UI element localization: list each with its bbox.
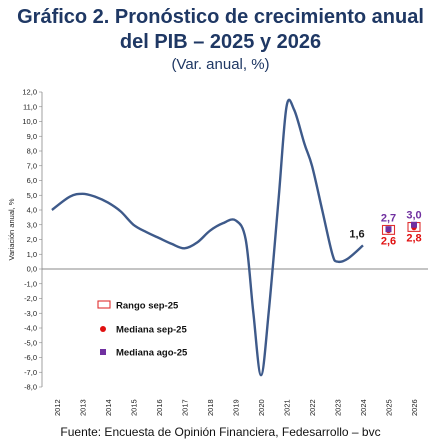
legend-label: Mediana ago-25 xyxy=(116,348,188,359)
forecast-median-ago-2026 xyxy=(411,221,417,228)
y-tick-label: 6,0 xyxy=(27,176,37,185)
pib-series-line xyxy=(51,98,364,377)
data-label-2024: 1,6 xyxy=(349,228,364,240)
x-tick-label: 2016 xyxy=(155,399,164,416)
y-tick-label: 0,0 xyxy=(27,265,37,274)
forecast-median-ago-2025 xyxy=(385,226,392,233)
x-tick-label: 2024 xyxy=(359,399,368,416)
x-tick-label: 2019 xyxy=(232,399,241,416)
y-axis-title: Variación anual, % xyxy=(7,198,16,260)
forecast-label-bottom-2025: 2,6 xyxy=(381,235,396,247)
y-tick-label: -7,0 xyxy=(24,368,37,377)
y-tick-label: 4,0 xyxy=(27,206,37,215)
y-tick-label: 9,0 xyxy=(27,132,37,141)
chart-subtitle: (Var. anual, %) xyxy=(171,56,270,73)
y-tick-label: 12,0 xyxy=(22,88,37,97)
x-tick-label: 2020 xyxy=(257,399,266,416)
x-tick-label: 2012 xyxy=(53,399,62,416)
y-tick-label: -1,0 xyxy=(24,279,37,288)
legend-label: Mediana sep-25 xyxy=(116,325,187,336)
y-tick-label: 7,0 xyxy=(27,161,37,170)
y-tick-label: 2,0 xyxy=(27,235,37,244)
forecast-label-top-2026: 3,0 xyxy=(406,210,421,222)
x-tick-label: 2023 xyxy=(334,399,343,416)
y-tick-label: -4,0 xyxy=(24,324,37,333)
y-tick-label: 10,0 xyxy=(22,117,37,126)
x-tick-label: 2017 xyxy=(181,399,190,416)
chart-title-line2: del PIB – 2025 y 2026 xyxy=(119,31,322,53)
legend-marker-median-sep xyxy=(100,326,106,332)
x-tick-label: 2026 xyxy=(410,399,419,416)
legend-marker-median-ago xyxy=(100,349,106,355)
legend-label: Rango sep-25 xyxy=(116,301,179,312)
x-tick-label: 2015 xyxy=(130,399,139,416)
y-tick-label: -5,0 xyxy=(24,338,37,347)
x-tick-label: 2022 xyxy=(308,399,317,416)
chart-title-line1: Gráfico 2. Pronóstico de crecimiento anu… xyxy=(17,6,424,28)
y-tick-label: -6,0 xyxy=(24,353,37,362)
y-tick-label: -3,0 xyxy=(24,309,37,318)
x-tick-label: 2025 xyxy=(385,399,394,416)
y-tick-label: -8,0 xyxy=(24,383,37,392)
y-tick-label: -2,0 xyxy=(24,294,37,303)
x-tick-label: 2018 xyxy=(206,399,215,416)
y-tick-label: 3,0 xyxy=(27,220,37,229)
y-tick-label: 1,0 xyxy=(27,250,37,259)
forecast-label-bottom-2026: 2,8 xyxy=(406,232,421,244)
forecast-label-top-2025: 2,7 xyxy=(381,212,396,224)
x-tick-label: 2014 xyxy=(104,399,113,416)
x-tick-label: 2021 xyxy=(283,399,292,416)
y-tick-label: 8,0 xyxy=(27,147,37,156)
x-tick-label: 2013 xyxy=(79,399,88,416)
legend-marker-range xyxy=(97,300,111,309)
y-tick-label: 5,0 xyxy=(27,191,37,200)
source-note: Fuente: Encuesta de Opinión Financiera, … xyxy=(60,425,381,439)
y-tick-label: 11,0 xyxy=(23,102,37,111)
